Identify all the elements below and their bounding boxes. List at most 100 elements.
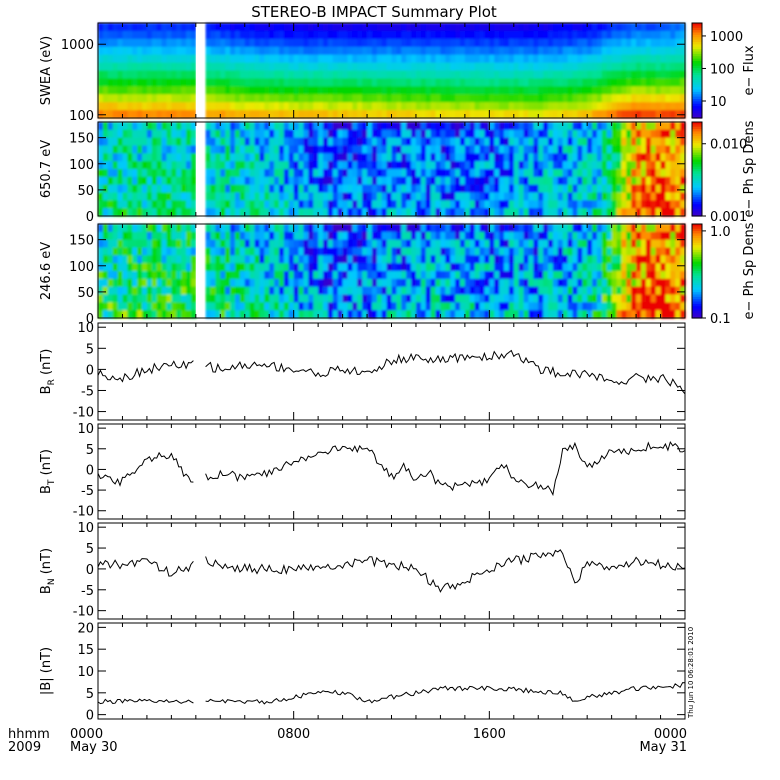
pad246-cell [176,271,182,280]
pad246-cell [298,263,305,272]
pad246-cell [621,255,627,264]
swea-cell [552,23,559,32]
pad246-cell [582,278,588,288]
pad246-cell [508,231,515,241]
swea-cell [186,30,192,40]
pad650-cell [396,137,402,147]
swea-cell [425,38,432,48]
swea-cell [587,46,593,56]
pad246-cell [225,286,231,296]
swea-cell [303,102,309,111]
swea-cell [391,23,397,32]
pad246-cell [283,255,290,264]
pad246-cell [572,239,578,249]
pad650-cell [420,137,427,147]
pad650-cell [445,153,451,162]
pad246-cell [362,255,368,264]
pad246-cell [234,255,241,264]
pad650-cell [508,137,515,147]
pad650-cell [381,208,388,217]
swea-cell [274,38,280,48]
swea-cell [283,86,290,95]
pad650-cell [396,145,402,154]
swea-cell [303,62,309,72]
pad246-cell [425,278,432,288]
pad650-cell [342,137,349,147]
swea-cell [98,30,104,40]
swea-cell [347,23,353,32]
swea-cell [342,78,349,87]
pad650-cell [631,137,637,147]
swea-cell [636,102,642,111]
swea-cell [288,62,295,72]
pad246-cell [122,271,128,280]
swea-cell [523,70,530,80]
pad246-cell [376,310,383,319]
swea-cell [137,30,143,40]
swea-cell [107,86,114,95]
pad650-cell [645,200,652,209]
pad246-cell [234,294,241,303]
swea-cell [371,30,378,40]
pad650-cell [259,169,265,178]
pad246-colorbar-segment [692,282,702,286]
pad246-cell [450,302,456,311]
pad246-cell [396,224,402,233]
swea-cell [215,110,221,119]
pad650-cell [435,169,442,178]
pad650-cell [508,192,515,201]
swea-cell [342,94,349,103]
pad246-cell [675,286,681,296]
pad650-cell [278,176,285,186]
pad246-cell [283,247,290,256]
pad246-cell [645,231,652,241]
pad246-cell [455,310,461,319]
pad246-cell [655,278,662,288]
pad246-cell [283,302,290,311]
pad650-cell [489,129,495,139]
swea-cell [269,62,275,72]
pad650-cell [582,200,588,209]
pad650-cell [459,184,466,194]
pad246-cell [362,263,368,272]
swea-cell [210,86,216,95]
swea-cell [122,46,128,56]
pad246-cell [489,247,495,256]
swea-cell [283,23,290,32]
pad246-cell [499,271,505,280]
pad650-cell [171,161,177,170]
pad650-cell [508,169,515,178]
pad246-cell [244,263,251,272]
pad246-cell [430,278,437,288]
bmag-ytick-label: 0 [86,709,94,724]
x-tick-label: 1600 [473,727,506,742]
pad246-cell [259,247,265,256]
pad246-cell [176,294,182,303]
pad650-cell [631,184,637,194]
pad650-cell [278,137,285,147]
pad650-cell [415,122,422,131]
pad246-cell [640,255,647,264]
pad650-cell [484,169,490,178]
pad246-cell [362,231,368,241]
pad650-cell [459,145,466,154]
pad246-cell [538,271,544,280]
swea-cell [298,23,305,32]
swea-cell [401,54,407,64]
pad246-cell [327,286,334,296]
pad246-cell [205,231,212,241]
pad246-cell [518,294,525,303]
pad246-cell [112,302,119,311]
swea-cell [626,54,632,64]
swea-cell [543,102,549,111]
pad246-cell [107,286,114,296]
pad650-cell [406,184,412,194]
pad650-cell [469,122,476,131]
pad650-cell [572,137,578,147]
swea-cell [274,62,280,72]
pad650-cell [479,122,486,131]
swea-cell [303,30,309,40]
swea-cell [127,23,133,32]
pad650-cell [391,184,397,194]
pad246-ytick-label: 0 [86,312,94,327]
